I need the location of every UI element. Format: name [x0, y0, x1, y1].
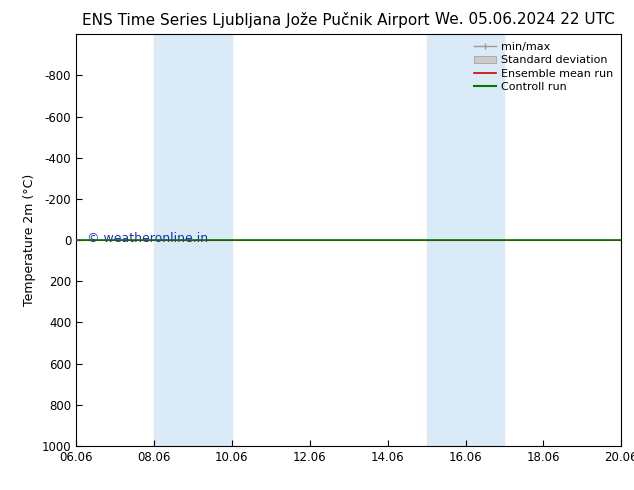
Text: © weatheronline.in: © weatheronline.in	[87, 232, 208, 245]
Legend: min/max, Standard deviation, Ensemble mean run, Controll run: min/max, Standard deviation, Ensemble me…	[469, 38, 618, 97]
Bar	[427, 34, 505, 446]
Y-axis label: Temperature 2m (°C): Temperature 2m (°C)	[23, 174, 36, 306]
Text: ENS Time Series Ljubljana Jože Pučnik Airport: ENS Time Series Ljubljana Jože Pučnik Ai…	[82, 12, 430, 28]
Bar	[154, 34, 232, 446]
Text: We. 05.06.2024 22 UTC: We. 05.06.2024 22 UTC	[435, 12, 615, 27]
